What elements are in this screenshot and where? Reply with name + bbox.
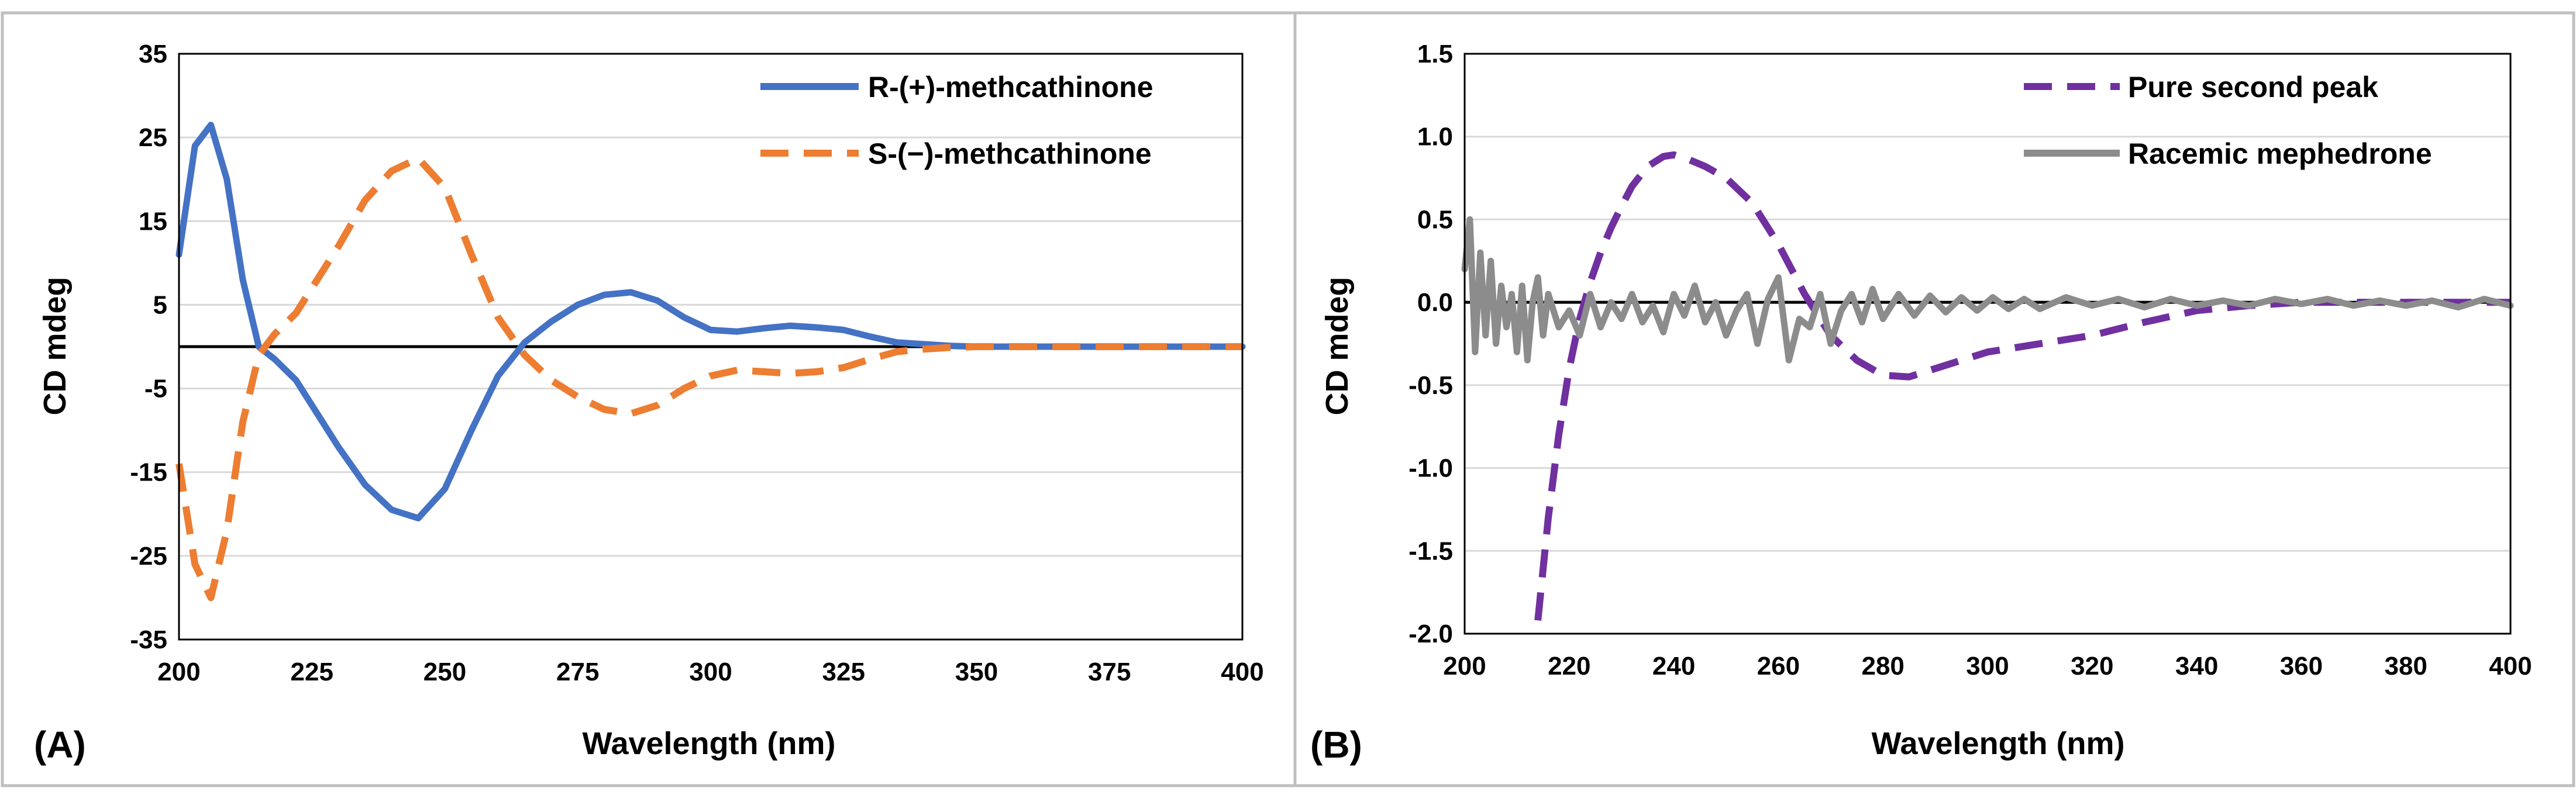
panel-b-plot-border bbox=[1463, 53, 2512, 635]
panel-a-y-tick-label: -15 bbox=[130, 458, 167, 487]
panel-a-y-tick-label: 35 bbox=[139, 40, 167, 68]
panel-b-x-tick-label: 260 bbox=[1757, 652, 1800, 680]
panel-b-y-tick-label: 1.0 bbox=[1417, 123, 1453, 151]
panel-a-x-tick-label: 300 bbox=[689, 658, 732, 686]
panel-b-y-tick-label: -0.5 bbox=[1408, 371, 1453, 400]
panel-a-x-tick-label: 350 bbox=[955, 658, 998, 686]
panel-a-x-tick-label: 200 bbox=[157, 658, 200, 686]
panel-b-y-tick-label: 0.5 bbox=[1417, 205, 1453, 234]
panel-a: 35 25 15 5 -5 -15 -25 -35 200 225 250 275 300 325 350… bbox=[34, 40, 1264, 766]
panel-b-y-tick-label: -1.0 bbox=[1408, 454, 1453, 483]
panel-a-series bbox=[175, 122, 1246, 602]
panel-a-x-tick-label: 275 bbox=[556, 658, 599, 686]
panel-a-legend-s: S-(−)-methcathinone bbox=[868, 137, 1152, 170]
panel-a-x-tick-label: 325 bbox=[822, 658, 865, 686]
panel-a-plot-border bbox=[178, 53, 1244, 641]
panel-a-x-ticks: 200 225 250 275 300 325 350 375 400 bbox=[157, 658, 1263, 686]
panel-b-x-tick-label: 300 bbox=[1966, 652, 2009, 680]
panel-a-y-tick-label: 5 bbox=[153, 291, 167, 319]
panel-b-x-tick-label: 220 bbox=[1548, 652, 1590, 680]
panel-b-y-tick-label: 0.0 bbox=[1417, 288, 1453, 317]
panel-b-x-tick-label: 400 bbox=[2489, 652, 2532, 680]
panel-b-frame bbox=[1293, 11, 2575, 787]
panel-b-y-tick-label: 1.5 bbox=[1417, 40, 1453, 68]
panel-b-y-tick-label: -1.5 bbox=[1408, 537, 1453, 565]
panel-b-x-tick-label: 380 bbox=[2384, 652, 2427, 680]
panel-a-label: (A) bbox=[34, 724, 86, 766]
panel-b-x-tick-label: 340 bbox=[2175, 652, 2218, 680]
panel-b-legend: Pure second peak Racemic mephedrone bbox=[2024, 71, 2432, 170]
panel-a-series-line-1 bbox=[175, 122, 1246, 521]
panel-b-x-ticks: 200 220 240 260 280 300 320 340 360 380 400 bbox=[1443, 652, 2532, 680]
panel-a-y-tick-label: 15 bbox=[139, 207, 167, 236]
panel-a-y-tick-label: -25 bbox=[130, 542, 167, 571]
panel-a-series-line-2 bbox=[175, 154, 1242, 602]
panel-b-y-tick-label: -2.0 bbox=[1408, 620, 1453, 648]
panel-a-y-ticks: 35 25 15 5 -5 -15 -25 -35 bbox=[130, 40, 167, 654]
panel-b-series-line-1 bbox=[1534, 151, 2510, 621]
panel-b-x-tick-label: 280 bbox=[1861, 652, 1904, 680]
panel-b-legend-pure: Pure second peak bbox=[2128, 71, 2378, 103]
panel-b-y-ticks: 1.5 1.0 0.5 0.0 -0.5 -1.0 -1.5 -2.0 bbox=[1408, 40, 1453, 648]
panel-b: 1.5 1.0 0.5 0.0 -0.5 -1.0 -1.5 -2.0 200 220 240 26… bbox=[1310, 40, 2532, 766]
panel-a-legend-r: R-(+)-methcathinone bbox=[868, 71, 1153, 103]
panel-b-x-tick-label: 320 bbox=[2071, 652, 2113, 680]
panel-a-x-tick-label: 250 bbox=[423, 658, 466, 686]
panel-a-y-axis-label: CD mdeg bbox=[37, 277, 73, 415]
panel-b-x-tick-label: 200 bbox=[1443, 652, 1486, 680]
panel-b-y-axis-label: CD mdeg bbox=[1320, 277, 1355, 415]
panel-a-y-tick-label: -35 bbox=[130, 625, 167, 654]
panel-b-legend-racemic: Racemic mephedrone bbox=[2128, 137, 2432, 170]
panel-b-series-line-2 bbox=[1461, 216, 2514, 364]
panel-b-x-tick-label: 360 bbox=[2280, 652, 2323, 680]
panel-a-x-axis-label: Wavelength (nm) bbox=[582, 726, 835, 761]
panel-b-x-axis-label: Wavelength (nm) bbox=[1871, 726, 2124, 761]
panel-a-x-tick-label: 225 bbox=[291, 658, 333, 686]
panel-a-x-tick-label: 375 bbox=[1088, 658, 1131, 686]
panel-b-label: (B) bbox=[1310, 724, 1362, 766]
panel-a-legend: R-(+)-methcathinone S-(−)-methcathinone bbox=[760, 71, 1153, 170]
panel-a-x-tick-label: 400 bbox=[1221, 658, 1263, 686]
panel-b-series bbox=[1461, 151, 2514, 621]
panel-a-y-tick-label: 25 bbox=[139, 123, 167, 152]
panel-b-x-tick-label: 240 bbox=[1652, 652, 1695, 680]
panel-a-y-tick-label: -5 bbox=[144, 375, 167, 403]
